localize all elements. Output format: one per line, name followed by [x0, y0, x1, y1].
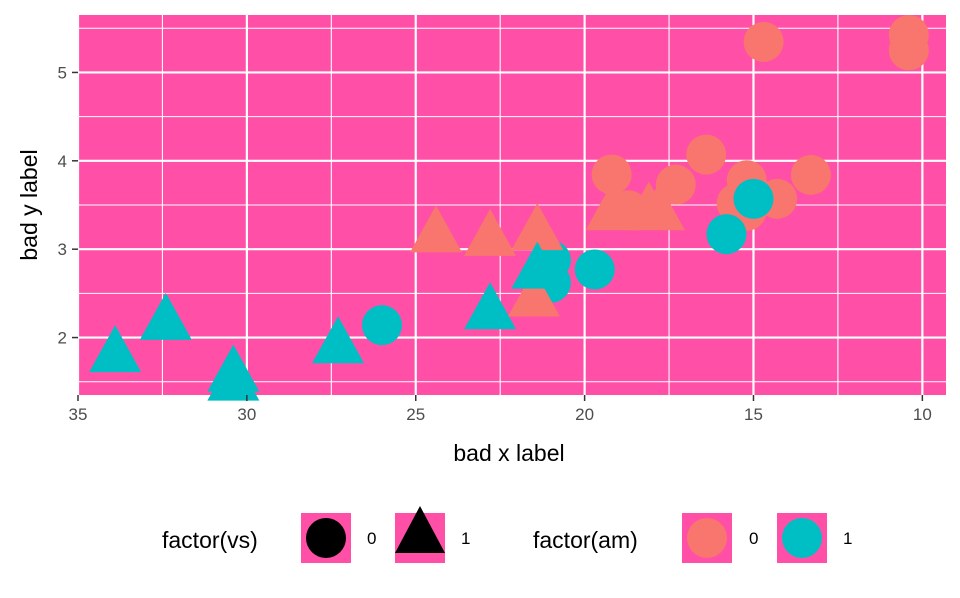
legend-label-vs-1: 1: [461, 529, 470, 548]
x-tick-label: 25: [406, 405, 425, 424]
x-tick-label: 15: [744, 405, 763, 424]
data-point-triangle: [632, 183, 685, 231]
data-point-triangle: [410, 205, 463, 253]
data-point-circle: [591, 154, 632, 195]
data-point-triangle: [507, 269, 560, 317]
data-point-triangle: [464, 208, 517, 256]
data-point-triangle: [585, 183, 638, 231]
data-point-triangle: [464, 282, 517, 330]
legend-title-vs: factor(vs): [162, 527, 258, 553]
data-point-circle: [733, 178, 774, 219]
data-point-circle: [706, 214, 747, 255]
y-tick-label: 5: [58, 63, 67, 82]
data-point-triangle: [139, 292, 192, 340]
axes: 35 30 25 20 15 10 2 3 4 5: [58, 63, 932, 424]
data-point-circle: [790, 154, 831, 195]
data-point-circle: [686, 134, 727, 175]
data-points: [89, 14, 929, 401]
y-axis-title: bad y label: [16, 149, 42, 260]
data-point-triangle: [89, 325, 142, 373]
legend-swatch-am-1: [782, 518, 822, 558]
x-axis-title: bad x label: [453, 440, 564, 466]
data-point-triangle: [511, 203, 564, 251]
minor-gridlines: [78, 15, 946, 395]
x-tick-label: 35: [69, 405, 88, 424]
data-point-circle: [574, 249, 615, 290]
legend-circle-icon: [306, 518, 346, 558]
legend-title-am: factor(am): [533, 527, 638, 553]
y-tick-label: 2: [58, 329, 67, 348]
data-point-circle: [361, 305, 402, 346]
legend-label-am-1: 1: [843, 529, 852, 548]
legend-label-vs-0: 0: [367, 529, 376, 548]
data-point-triangle: [207, 353, 260, 401]
legend-label-am-0: 0: [749, 529, 758, 548]
legend-swatch-am-0: [687, 518, 727, 558]
data-point-triangle: [511, 241, 564, 289]
x-tick-label: 10: [913, 405, 932, 424]
data-point-circle: [888, 14, 929, 55]
legend-triangle-icon: [395, 506, 445, 553]
data-point-circle: [743, 21, 784, 62]
data-point-circle: [655, 164, 696, 205]
data-point-triangle: [312, 316, 365, 364]
y-tick-label: 4: [58, 152, 67, 171]
x-tick-label: 20: [575, 405, 594, 424]
y-tick-label: 3: [58, 240, 67, 259]
legend: factor(vs) 0 1 factor(am) 0 1: [162, 506, 852, 563]
x-tick-label: 30: [237, 405, 256, 424]
